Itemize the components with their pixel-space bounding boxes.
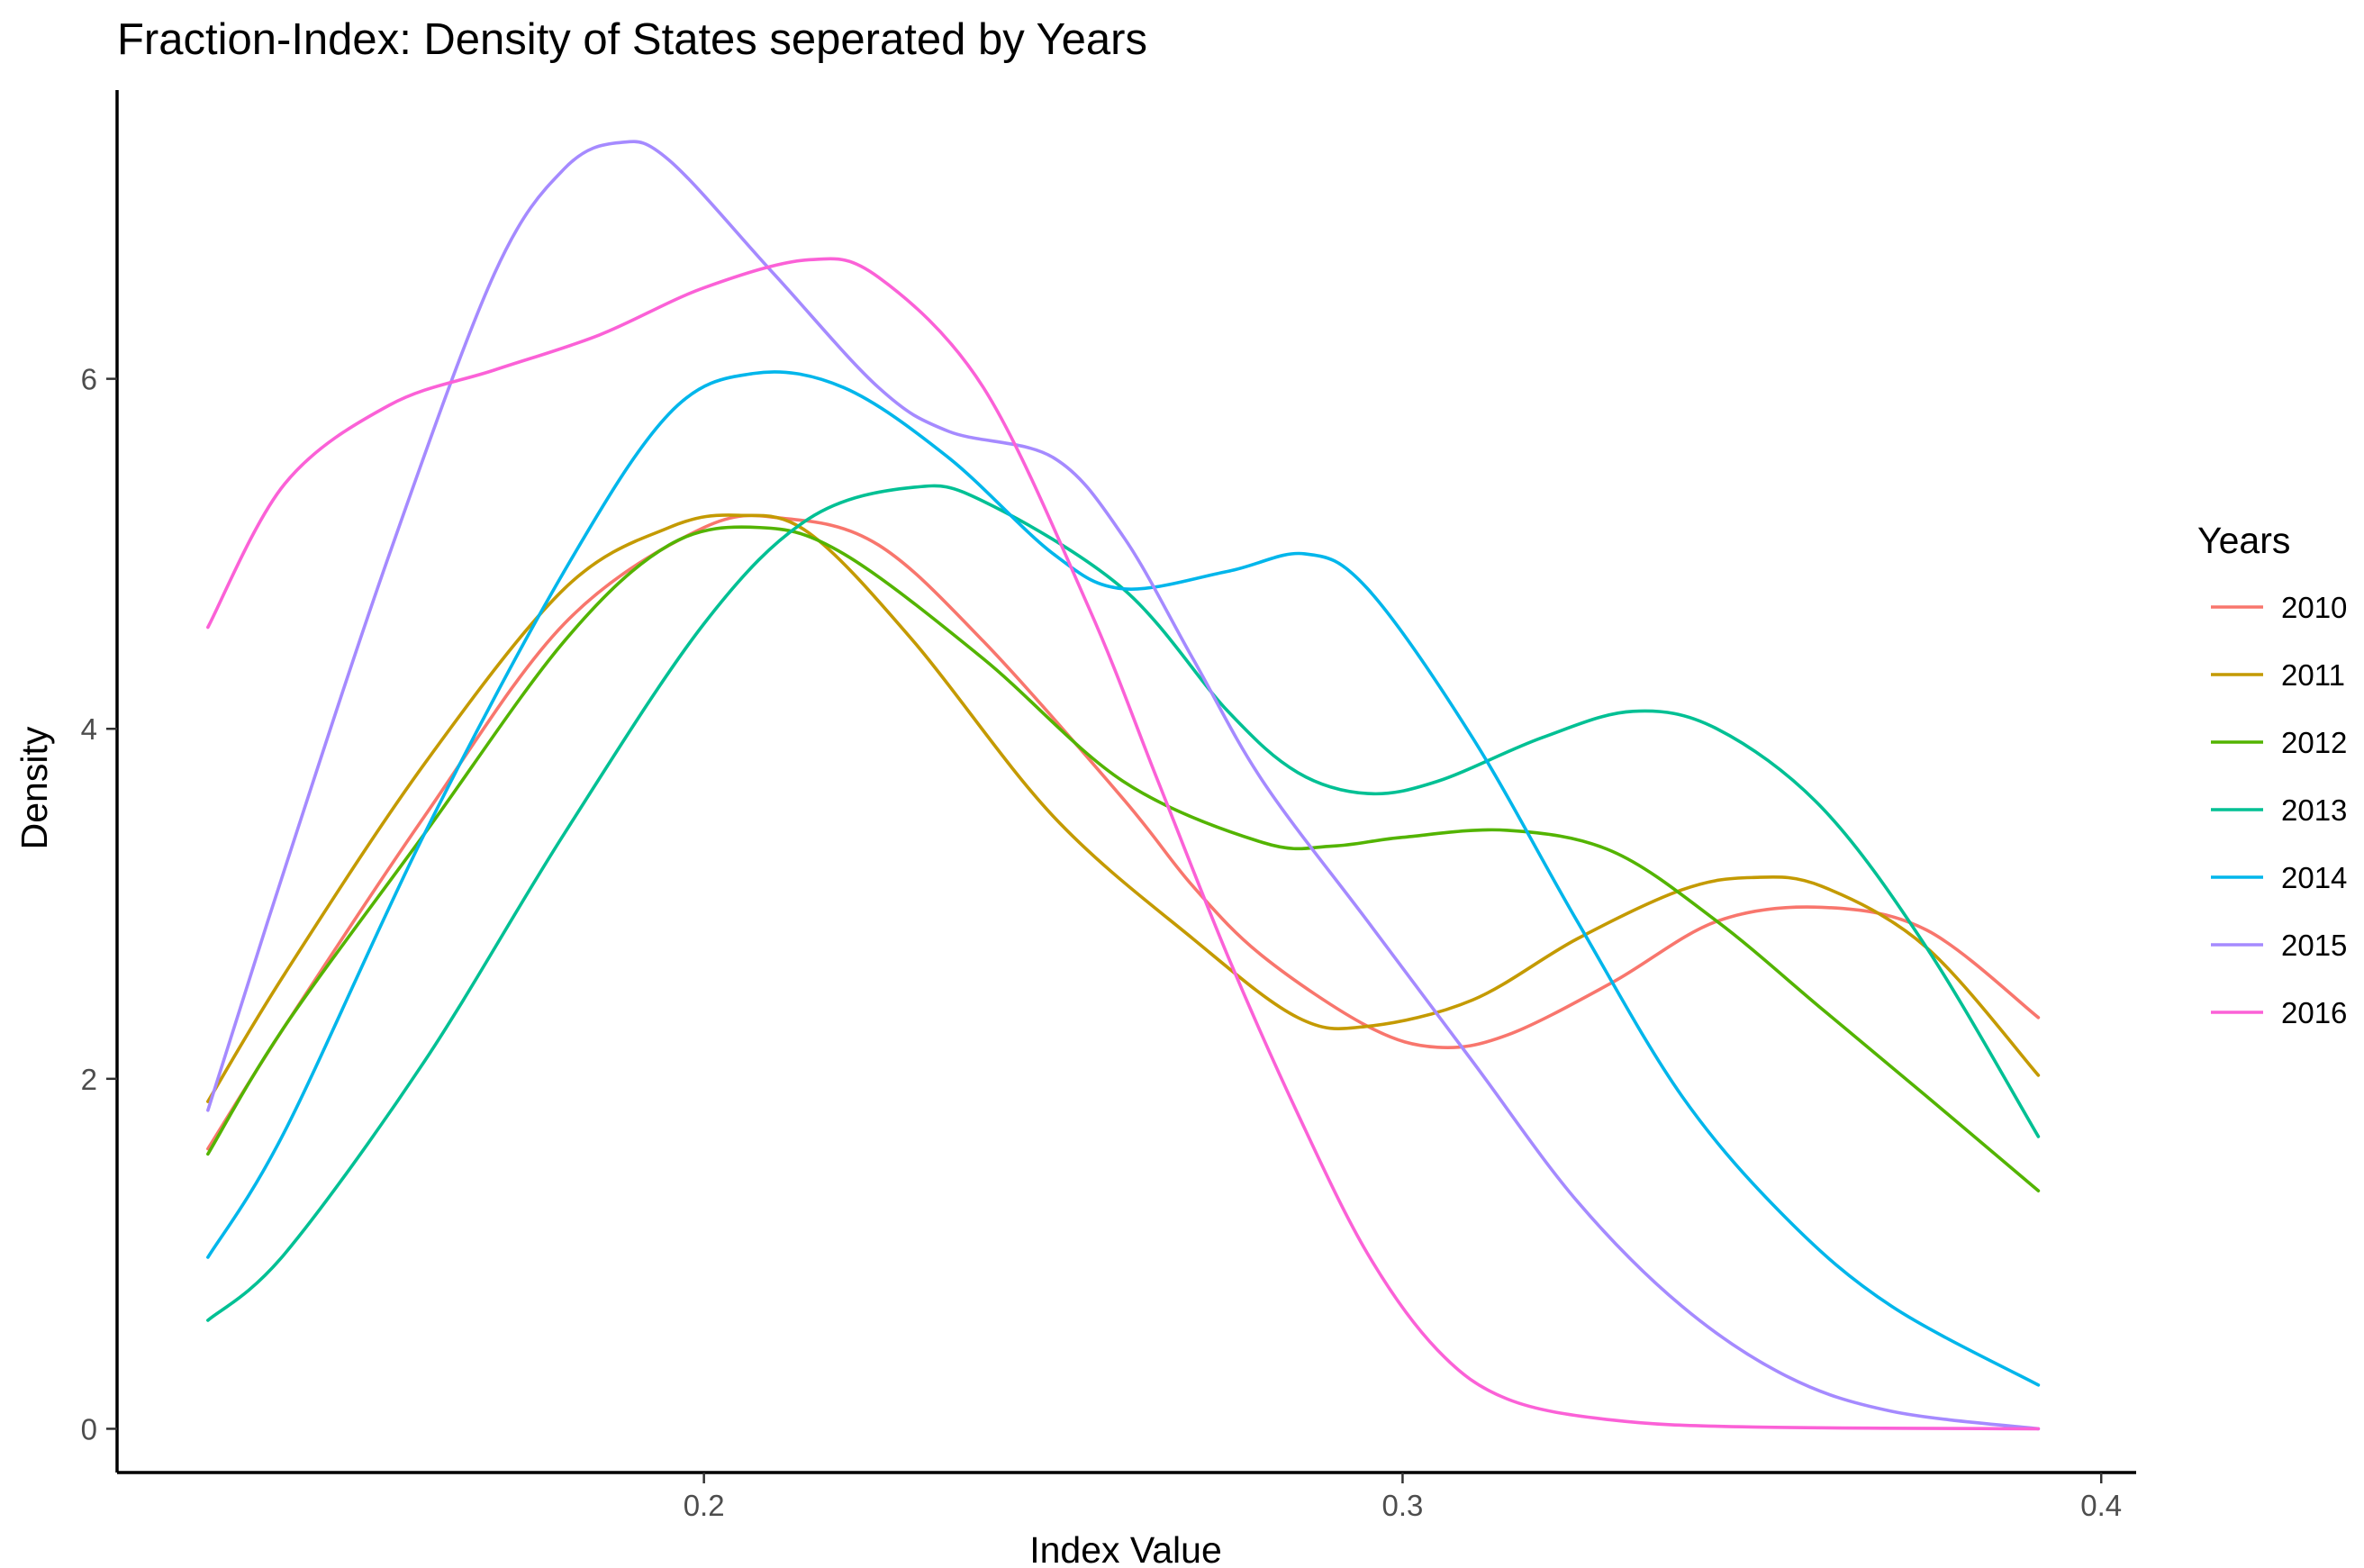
legend-label-2015: 2015 xyxy=(2281,929,2347,962)
x-tick-label: 0.4 xyxy=(2080,1489,2122,1522)
y-tick-label: 2 xyxy=(81,1063,97,1096)
legend-items: 2010 2011 2012 2013 2014 2015 2016 xyxy=(2211,591,2347,1029)
x-tick-label: 0.3 xyxy=(1381,1489,1423,1522)
legend: Years 2010 2011 2012 2013 2014 2015 2016 xyxy=(2197,520,2347,1029)
x-axis-title: Index Value xyxy=(1029,1529,1222,1568)
x-axis-ticks: 0.2 0.3 0.4 xyxy=(684,1473,2122,1522)
legend-label-2010: 2010 xyxy=(2281,591,2347,624)
legend-label-2016: 2016 xyxy=(2281,996,2347,1029)
plot-area: 0.2 0.3 0.4 0 2 4 6 xyxy=(81,90,2136,1522)
legend-label-2013: 2013 xyxy=(2281,793,2347,827)
y-tick-label: 4 xyxy=(81,712,97,746)
series-line-2014 xyxy=(206,370,2041,1387)
x-tick-label: 0.2 xyxy=(684,1489,725,1522)
series-line-2010 xyxy=(206,513,2041,1151)
y-tick-label: 6 xyxy=(81,363,97,396)
series-line-2012 xyxy=(206,525,2041,1192)
series-line-2011 xyxy=(206,513,2041,1103)
y-axis-ticks: 0 2 4 6 xyxy=(81,363,117,1446)
y-axis-title: Density xyxy=(14,726,55,849)
series-line-2015 xyxy=(206,140,2041,1431)
legend-label-2014: 2014 xyxy=(2281,861,2347,894)
series-line-2016 xyxy=(206,257,2041,1431)
series-group xyxy=(206,140,2041,1431)
y-tick-label: 0 xyxy=(81,1412,97,1446)
series-line-2013 xyxy=(206,484,2041,1322)
legend-title: Years xyxy=(2197,520,2290,561)
legend-label-2012: 2012 xyxy=(2281,726,2347,759)
chart-title: Fraction-Index: Density of States sepera… xyxy=(117,15,1147,64)
legend-label-2011: 2011 xyxy=(2281,658,2345,692)
